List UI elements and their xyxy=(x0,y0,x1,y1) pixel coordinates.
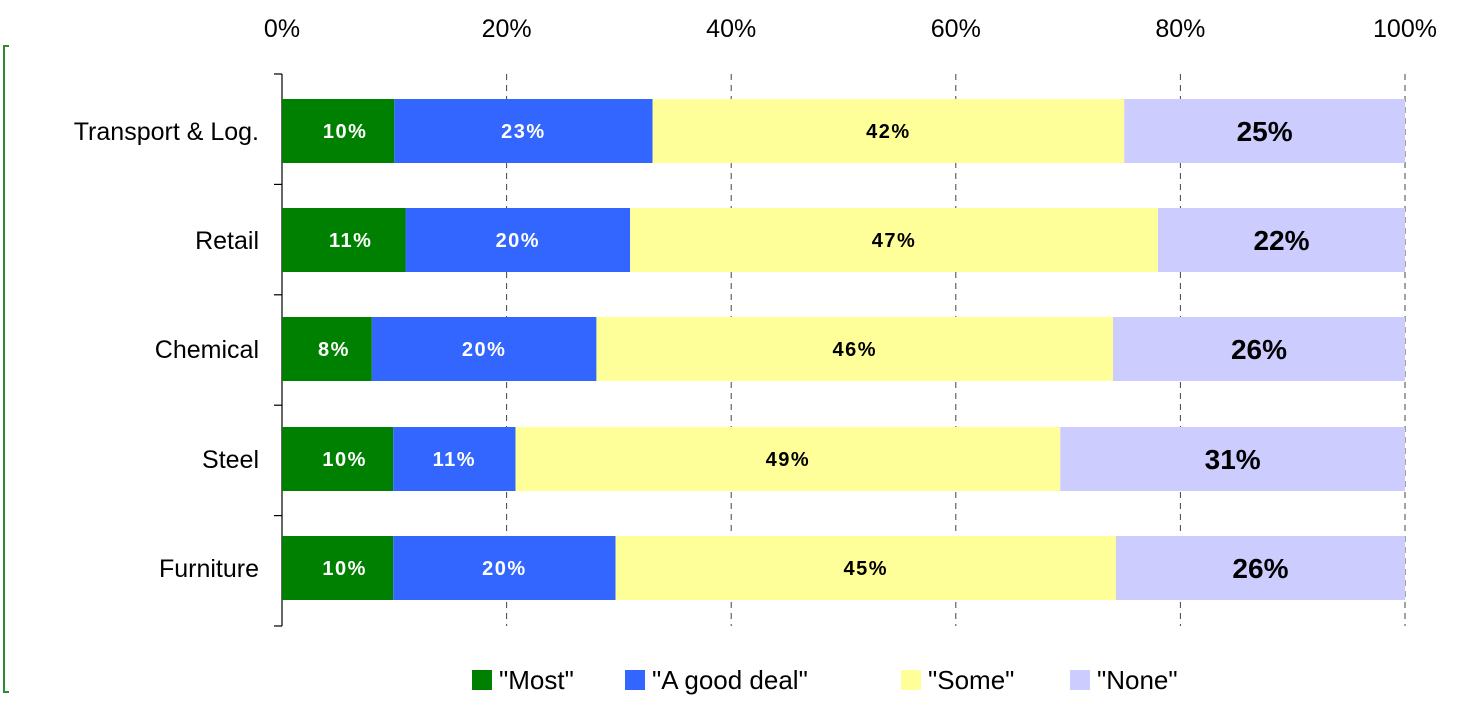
data-label: 22% xyxy=(1253,225,1309,256)
bar-segment xyxy=(282,99,395,163)
data-label: 23% xyxy=(501,121,546,143)
legend-swatch xyxy=(1070,670,1090,690)
bar-segment xyxy=(282,427,394,491)
bar-segment xyxy=(596,317,1114,381)
legend-swatch xyxy=(625,670,645,690)
left-border-bottom-tick xyxy=(3,691,9,693)
bar-segment xyxy=(405,208,631,272)
data-label: 8% xyxy=(318,339,350,361)
x-tick-label: 100% xyxy=(1373,15,1437,43)
legend-swatch xyxy=(472,670,492,690)
data-label: 42% xyxy=(866,121,911,143)
bar-segment xyxy=(394,99,653,163)
legend-label: "Most" xyxy=(499,665,574,695)
legend-label: "A good deal" xyxy=(652,665,808,695)
x-tick-label: 80% xyxy=(1155,15,1205,43)
bar-segment xyxy=(1157,208,1405,272)
bar-segment xyxy=(615,536,1116,600)
legend-swatch xyxy=(901,670,921,690)
data-label: 10% xyxy=(322,449,367,471)
category-label: Furniture xyxy=(159,555,259,583)
data-label: 11% xyxy=(433,449,476,471)
left-border-line xyxy=(3,45,5,693)
bar-segment xyxy=(630,208,1158,272)
data-label: 45% xyxy=(843,558,888,580)
left-border-top-tick xyxy=(3,45,9,47)
bar-segment xyxy=(282,317,372,381)
data-label: 26% xyxy=(1231,334,1287,365)
data-label: 49% xyxy=(766,449,811,471)
x-tick-label: 0% xyxy=(264,15,300,43)
data-label: 20% xyxy=(496,230,541,252)
x-tick-label: 40% xyxy=(706,15,756,43)
category-label: Steel xyxy=(202,446,259,474)
category-label: Chemical xyxy=(155,336,259,364)
bar-segment xyxy=(1113,317,1405,381)
bar-segment xyxy=(1060,427,1405,491)
bar-segment xyxy=(371,317,597,381)
data-label: 25% xyxy=(1237,116,1293,147)
data-label: 10% xyxy=(323,121,368,143)
data-label: 47% xyxy=(872,230,917,252)
bar-segment xyxy=(282,208,406,272)
data-label: 10% xyxy=(322,558,367,580)
data-label: 20% xyxy=(462,339,507,361)
legend-label: "None" xyxy=(1097,665,1178,695)
x-tick-label: 60% xyxy=(931,15,981,43)
bar-segment xyxy=(652,99,1125,163)
category-label: Transport & Log. xyxy=(74,118,259,146)
bar-segment xyxy=(1115,536,1405,600)
data-label: 20% xyxy=(482,558,527,580)
bar-segment xyxy=(515,427,1061,491)
category-label: Retail xyxy=(195,227,259,255)
data-label: 11% xyxy=(329,230,372,252)
data-label: 26% xyxy=(1232,553,1288,584)
x-tick-label: 20% xyxy=(482,15,532,43)
data-label: 46% xyxy=(832,339,877,361)
data-label: 31% xyxy=(1205,444,1261,475)
bar-segment xyxy=(393,536,616,600)
legend-label: "Some" xyxy=(928,665,1014,695)
bar-segment xyxy=(1124,99,1405,163)
bar-segment xyxy=(282,536,394,600)
bar-segment xyxy=(393,427,516,491)
